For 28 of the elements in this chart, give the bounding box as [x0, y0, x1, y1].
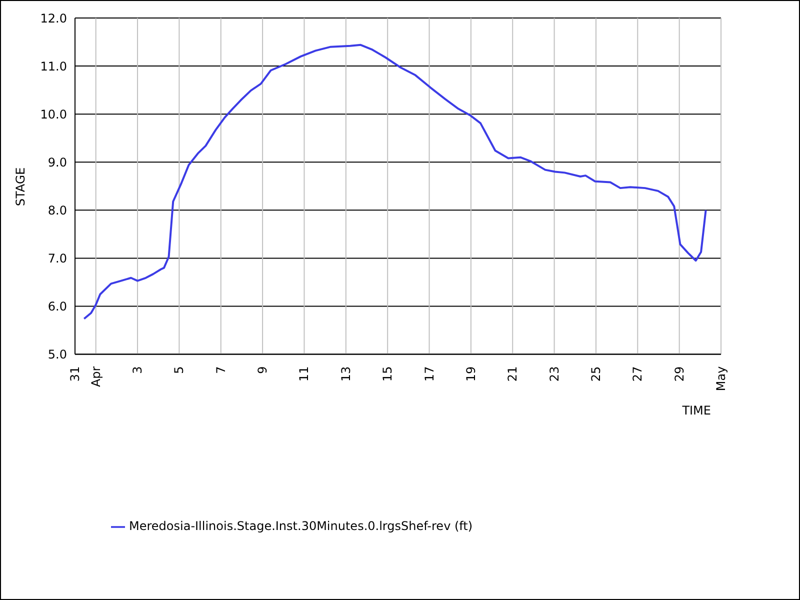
x-tick-label: 21	[506, 366, 520, 382]
y-tick-label: 11.0	[40, 59, 67, 74]
x-tick-label: 9	[256, 366, 270, 374]
x-tick-label: 29	[672, 366, 686, 382]
x-tick-label: 15	[380, 366, 395, 382]
x-axis-title: TIME	[681, 403, 711, 418]
legend-label: Meredosia-Illinois.Stage.Inst.30Minutes.0.lrgsShef-rev (ft)	[129, 519, 473, 534]
y-tick-label: 8.0	[48, 203, 67, 218]
x-tick-label: 25	[588, 366, 603, 382]
y-tick-label: 10.0	[40, 107, 67, 122]
y-tick-label: 12.0	[40, 11, 67, 26]
x-tick-label: 11	[297, 366, 312, 382]
y-tick-label: 5.0	[48, 348, 67, 362]
x-tick-label: 3	[130, 366, 145, 374]
y-tick-label: 9.0	[48, 155, 67, 170]
y-axis-title: STAGE	[13, 167, 28, 206]
x-tick-label: 23	[547, 366, 562, 382]
y-tick-label: 6.0	[48, 300, 67, 314]
x-tick-label: 31	[68, 366, 82, 382]
x-tick-label: 13	[338, 366, 353, 382]
x-tick-label: 7	[214, 366, 228, 374]
x-tick-label: 5	[172, 366, 186, 374]
x-tick-label: May	[714, 366, 728, 392]
x-tick-label: 27	[630, 366, 645, 382]
y-tick-label: 7.0	[48, 251, 67, 266]
x-tick-label: 19	[464, 366, 478, 382]
x-tick-label: 17	[422, 366, 436, 382]
x-tick-label: Apr	[88, 366, 103, 388]
